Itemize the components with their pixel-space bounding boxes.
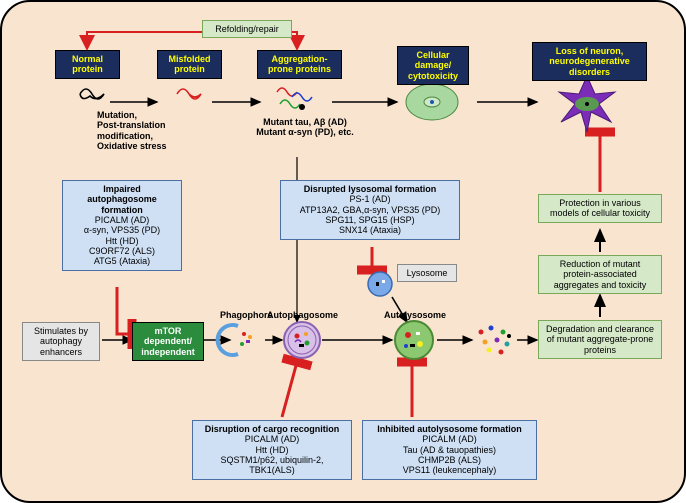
phagophore-label: Phagophore bbox=[220, 310, 273, 320]
title: Disruption of cargo recognition bbox=[198, 424, 346, 434]
refolding-box: Refolding/repair bbox=[202, 20, 292, 38]
diagram-frame: Refolding/repair Normal protein Misfolde… bbox=[0, 0, 686, 503]
degradation-box: Degradation and clearance of mutant aggr… bbox=[538, 320, 662, 359]
title: Inhibited autolysosome formation bbox=[368, 424, 531, 434]
t: Normal protein bbox=[72, 54, 103, 74]
t: Refolding/repair bbox=[215, 24, 279, 34]
lines: PS-1 (AD) ATP13A2, GBA,α-syn, VPS35 (PD)… bbox=[286, 194, 454, 235]
loss-box: Loss of neuron, neurodegenerative disord… bbox=[532, 42, 647, 81]
t: Protection in various models of cellular… bbox=[550, 198, 650, 218]
lines: PICALM (AD) α-syn, VPS35 (PD) Htt (HD) C… bbox=[68, 215, 176, 267]
stimulates-box: Stimulates by autophagy enhancers bbox=[22, 322, 100, 361]
damage-box: Cellular damage/ cytotoxicity bbox=[397, 46, 469, 85]
t: Stimulates by autophagy enhancers bbox=[34, 326, 88, 357]
lysosome-label: Lysosome bbox=[397, 264, 457, 282]
mutant-label: Mutant tau, Aβ (AD) Mutant α-syn (PD), e… bbox=[240, 117, 370, 138]
mutation-label: Mutation, Post-translation modification,… bbox=[97, 110, 192, 151]
t: Aggregation-prone proteins bbox=[268, 54, 331, 74]
normal-protein-box: Normal protein bbox=[55, 50, 120, 79]
cargo-box: Disruption of cargo recognition PICALM (… bbox=[192, 420, 352, 480]
t: Loss of neuron, neurodegenerative disord… bbox=[549, 46, 630, 77]
disrupted-lyso-box: Disrupted lysosomal formation PS-1 (AD) … bbox=[280, 180, 460, 240]
aggregation-box: Aggregation-prone proteins bbox=[257, 50, 342, 79]
t: mTOR dependent/ independent bbox=[141, 326, 195, 357]
autophagosome-label: Autophagosome bbox=[267, 310, 338, 320]
title: Disrupted lysosomal formation bbox=[286, 184, 454, 194]
t: Cellular damage/ cytotoxicity bbox=[408, 50, 458, 81]
t: Degradation and clearance of mutant aggr… bbox=[546, 324, 654, 355]
inhibited-box: Inhibited autolysosome formation PICALM … bbox=[362, 420, 537, 480]
reduction-box: Reduction of mutant protein-associated a… bbox=[538, 255, 662, 294]
t: Lysosome bbox=[407, 268, 448, 278]
misfolded-box: Misfolded protein bbox=[157, 50, 222, 79]
t: Reduction of mutant protein-associated a… bbox=[554, 259, 647, 290]
t: Misfolded protein bbox=[169, 54, 211, 74]
lines: PICALM (AD) Tau (AD & tauopathies) CHMP2… bbox=[368, 434, 531, 475]
mtor-box: mTOR dependent/ independent bbox=[132, 322, 204, 361]
protection-box: Protection in various models of cellular… bbox=[538, 194, 662, 223]
lines: PICALM (AD) Htt (HD) SQSTM1/p62, ubiquil… bbox=[198, 434, 346, 475]
title: Impaired autophagosome formation bbox=[68, 184, 176, 215]
impaired-box: Impaired autophagosome formation PICALM … bbox=[62, 180, 182, 271]
autolysosome-label: Autolysosome bbox=[384, 310, 446, 320]
